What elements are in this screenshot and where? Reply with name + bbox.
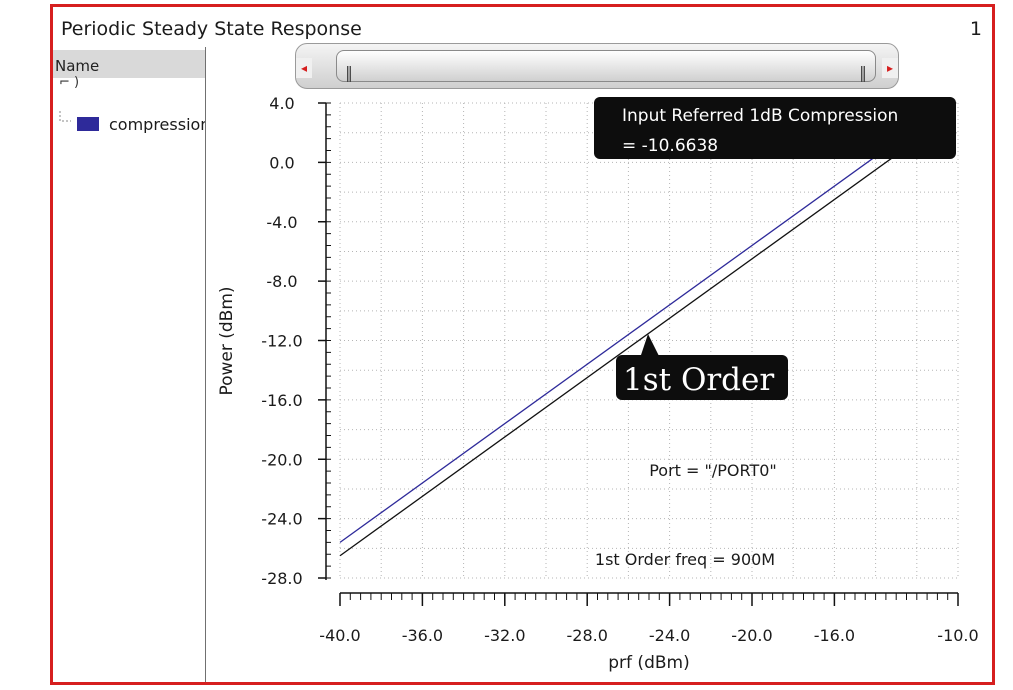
scrollbar-thumb[interactable]: ‖ ‖ — [336, 50, 876, 82]
scroll-right-icon[interactable]: ▸ — [882, 58, 898, 78]
series-line-1 — [339, 154, 897, 557]
y-tick-label: -12.0 — [261, 332, 302, 351]
x-zoom-scrollbar[interactable]: ◂ ‖ ‖ ▸ — [287, 43, 905, 91]
x-tick-label: -16.0 — [814, 626, 855, 645]
thumb-right-grip-icon[interactable]: ‖ — [859, 63, 867, 82]
x-tick-label: -20.0 — [731, 626, 772, 645]
tree-branch-icon — [59, 111, 71, 122]
order-label-text: 1st Order — [623, 362, 774, 398]
compression-annotation-line1: Input Referred 1dB Compression — [622, 106, 898, 126]
x-tick-label: -10.0 — [937, 626, 978, 645]
name-column-header: Name — [55, 57, 100, 75]
y-tick-label: -28.0 — [261, 569, 302, 588]
series-line-0 — [339, 141, 897, 543]
y-axis-label: Power (dBm) — [217, 286, 237, 395]
order-label-pointer — [640, 334, 660, 358]
order-label-box — [616, 355, 788, 400]
trace-color-swatch — [77, 117, 99, 131]
compression-annotation-box — [594, 97, 956, 159]
y-tick-label: -24.0 — [261, 510, 302, 529]
tree-expander-icon[interactable]: ⌐ ) — [59, 75, 80, 90]
y-tick-label: -16.0 — [261, 391, 302, 410]
x-tick-label: -32.0 — [484, 626, 525, 645]
trace-item-compression[interactable]: compression — [57, 111, 205, 133]
port-info-text: Port = "/PORT0" — [649, 461, 777, 480]
scroll-left-icon[interactable]: ◂ — [296, 58, 312, 78]
compression-annotation-line2: = -10.6638 — [622, 136, 718, 156]
x-tick-label: -36.0 — [402, 626, 443, 645]
thumb-left-grip-icon[interactable]: ‖ — [345, 63, 353, 82]
window-title: Periodic Steady State Response — [61, 18, 362, 40]
trace-label: compression — [109, 115, 205, 133]
x-tick-label: -28.0 — [566, 626, 607, 645]
frequency-info-text: 1st Order freq = 900M — [595, 550, 775, 569]
y-tick-label: 0.0 — [269, 153, 294, 172]
y-tick-label: 4.0 — [269, 94, 294, 113]
scrollbar-track[interactable]: ◂ ‖ ‖ ▸ — [295, 43, 899, 89]
window-index: 1 — [969, 18, 982, 40]
x-axis-label: prf (dBm) — [608, 653, 689, 673]
x-tick-label: -24.0 — [649, 626, 690, 645]
y-tick-label: -20.0 — [261, 450, 302, 469]
trace-browser-header[interactable]: Name — [53, 50, 205, 78]
trace-browser: Name ⌐ ) compression — [53, 47, 206, 682]
y-tick-label: -4.0 — [266, 213, 297, 232]
window-titlebar: Periodic Steady State Response 1 — [53, 7, 992, 43]
x-tick-label: -40.0 — [319, 626, 360, 645]
y-tick-label: -8.0 — [266, 272, 297, 291]
